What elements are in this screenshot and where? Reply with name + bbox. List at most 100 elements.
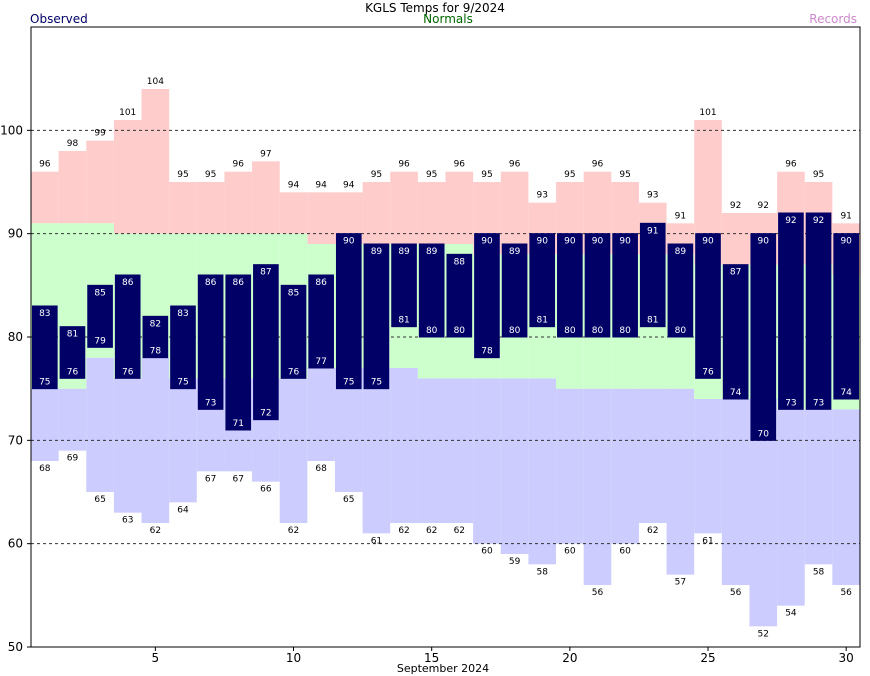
record-high-label: 92 bbox=[730, 201, 741, 211]
observed-bar bbox=[197, 274, 224, 410]
record-high-label: 93 bbox=[536, 191, 547, 201]
observed-low-label: 79 bbox=[94, 336, 106, 346]
record-high-label: 98 bbox=[67, 139, 79, 149]
record-low-label: 61 bbox=[702, 536, 713, 546]
record-high-band bbox=[196, 182, 225, 234]
observed-bar bbox=[170, 305, 196, 390]
record-low-label: 62 bbox=[454, 526, 465, 536]
observed-low-label: 70 bbox=[758, 429, 770, 439]
observed-high-label: 82 bbox=[150, 319, 161, 329]
y-tick-label: 50 bbox=[8, 640, 23, 654]
observed-low-label: 72 bbox=[260, 409, 271, 419]
record-high-label: 97 bbox=[260, 149, 271, 159]
observed-high-label: 90 bbox=[536, 237, 548, 247]
record-low-band bbox=[279, 378, 308, 523]
record-high-label: 94 bbox=[288, 180, 300, 190]
observed-high-label: 86 bbox=[122, 278, 134, 288]
observed-bar bbox=[363, 243, 390, 390]
observed-high-label: 88 bbox=[454, 257, 466, 267]
record-high-label: 96 bbox=[233, 160, 245, 170]
record-high-label: 96 bbox=[454, 160, 466, 170]
record-high-label: 92 bbox=[758, 201, 769, 211]
y-tick-label: 90 bbox=[8, 227, 23, 241]
observed-bar bbox=[87, 284, 113, 348]
observed-low-label: 71 bbox=[233, 419, 244, 429]
record-high-label: 94 bbox=[315, 180, 327, 190]
observed-bar bbox=[750, 233, 777, 441]
record-low-band bbox=[721, 399, 750, 585]
record-high-label: 95 bbox=[813, 170, 824, 180]
record-high-band bbox=[31, 171, 59, 224]
y-tick-label: 60 bbox=[8, 537, 23, 551]
observed-low-label: 81 bbox=[536, 316, 547, 326]
observed-low-label: 76 bbox=[67, 367, 79, 377]
record-low-band bbox=[777, 409, 805, 606]
observed-low-label: 73 bbox=[205, 398, 216, 408]
record-high-band bbox=[445, 171, 474, 244]
record-low-band bbox=[666, 388, 695, 575]
observed-bar bbox=[335, 233, 362, 390]
record-low-band bbox=[611, 388, 639, 544]
observed-low-label: 80 bbox=[564, 326, 576, 336]
observed-high-label: 89 bbox=[426, 247, 438, 257]
observed-low-label: 73 bbox=[813, 398, 824, 408]
record-high-band bbox=[500, 171, 529, 255]
observed-low-label: 80 bbox=[675, 326, 687, 336]
record-low-band bbox=[804, 409, 833, 565]
record-low-band bbox=[694, 399, 722, 534]
record-high-label: 93 bbox=[647, 191, 658, 201]
observed-low-label: 77 bbox=[315, 357, 326, 367]
observed-bar bbox=[142, 315, 169, 359]
observed-bar bbox=[501, 243, 528, 338]
record-high-label: 95 bbox=[426, 170, 437, 180]
record-high-band bbox=[721, 213, 750, 265]
observed-low-label: 78 bbox=[150, 347, 162, 357]
record-low-band bbox=[307, 368, 335, 461]
record-low-band bbox=[362, 368, 391, 534]
record-low-label: 62 bbox=[150, 526, 161, 536]
record-high-label: 96 bbox=[785, 160, 797, 170]
record-low-label: 60 bbox=[619, 547, 631, 557]
observed-bar bbox=[695, 233, 721, 379]
record-high-label: 96 bbox=[592, 160, 604, 170]
record-low-label: 65 bbox=[343, 495, 354, 505]
record-high-band bbox=[58, 151, 87, 224]
observed-high-label: 90 bbox=[592, 237, 604, 247]
grid-lines bbox=[31, 129, 860, 545]
record-low-label: 62 bbox=[647, 526, 658, 536]
observed-low-label: 80 bbox=[619, 326, 631, 336]
record-low-band bbox=[556, 388, 584, 544]
record-low-label: 61 bbox=[371, 536, 382, 546]
record-high-label: 95 bbox=[619, 170, 630, 180]
observed-low-label: 80 bbox=[592, 326, 604, 336]
observed-high-label: 83 bbox=[39, 309, 50, 319]
record-low-band bbox=[473, 378, 501, 544]
observed-high-label: 92 bbox=[785, 216, 796, 226]
record-low-band bbox=[417, 378, 446, 523]
observed-bar bbox=[778, 212, 804, 410]
observed-bar bbox=[59, 326, 86, 379]
record-low-band bbox=[58, 388, 87, 451]
record-low-band bbox=[528, 378, 557, 565]
record-high-band bbox=[224, 171, 253, 234]
observed-bar bbox=[474, 233, 500, 359]
record-low-label: 56 bbox=[840, 588, 852, 598]
record-high-band bbox=[279, 192, 308, 234]
observed-high-label: 89 bbox=[675, 247, 687, 257]
y-tick-label: 80 bbox=[8, 330, 23, 344]
record-high-label: 91 bbox=[840, 211, 851, 221]
observed-bar bbox=[529, 233, 556, 328]
observed-bar bbox=[280, 284, 307, 379]
chart-title: KGLS Temps for 9/2024 bbox=[365, 1, 505, 15]
record-low-band bbox=[500, 378, 529, 554]
observed-bar bbox=[722, 264, 749, 400]
record-low-label: 62 bbox=[426, 526, 437, 536]
x-axis-label: September 2024 bbox=[397, 662, 489, 675]
record-high-label: 101 bbox=[699, 108, 716, 118]
observed-low-label: 74 bbox=[730, 388, 742, 398]
record-low-label: 56 bbox=[730, 588, 742, 598]
observed-bar bbox=[32, 305, 58, 390]
observed-low-label: 80 bbox=[454, 326, 466, 336]
observed-bar bbox=[833, 233, 859, 400]
record-low-label: 62 bbox=[398, 526, 409, 536]
